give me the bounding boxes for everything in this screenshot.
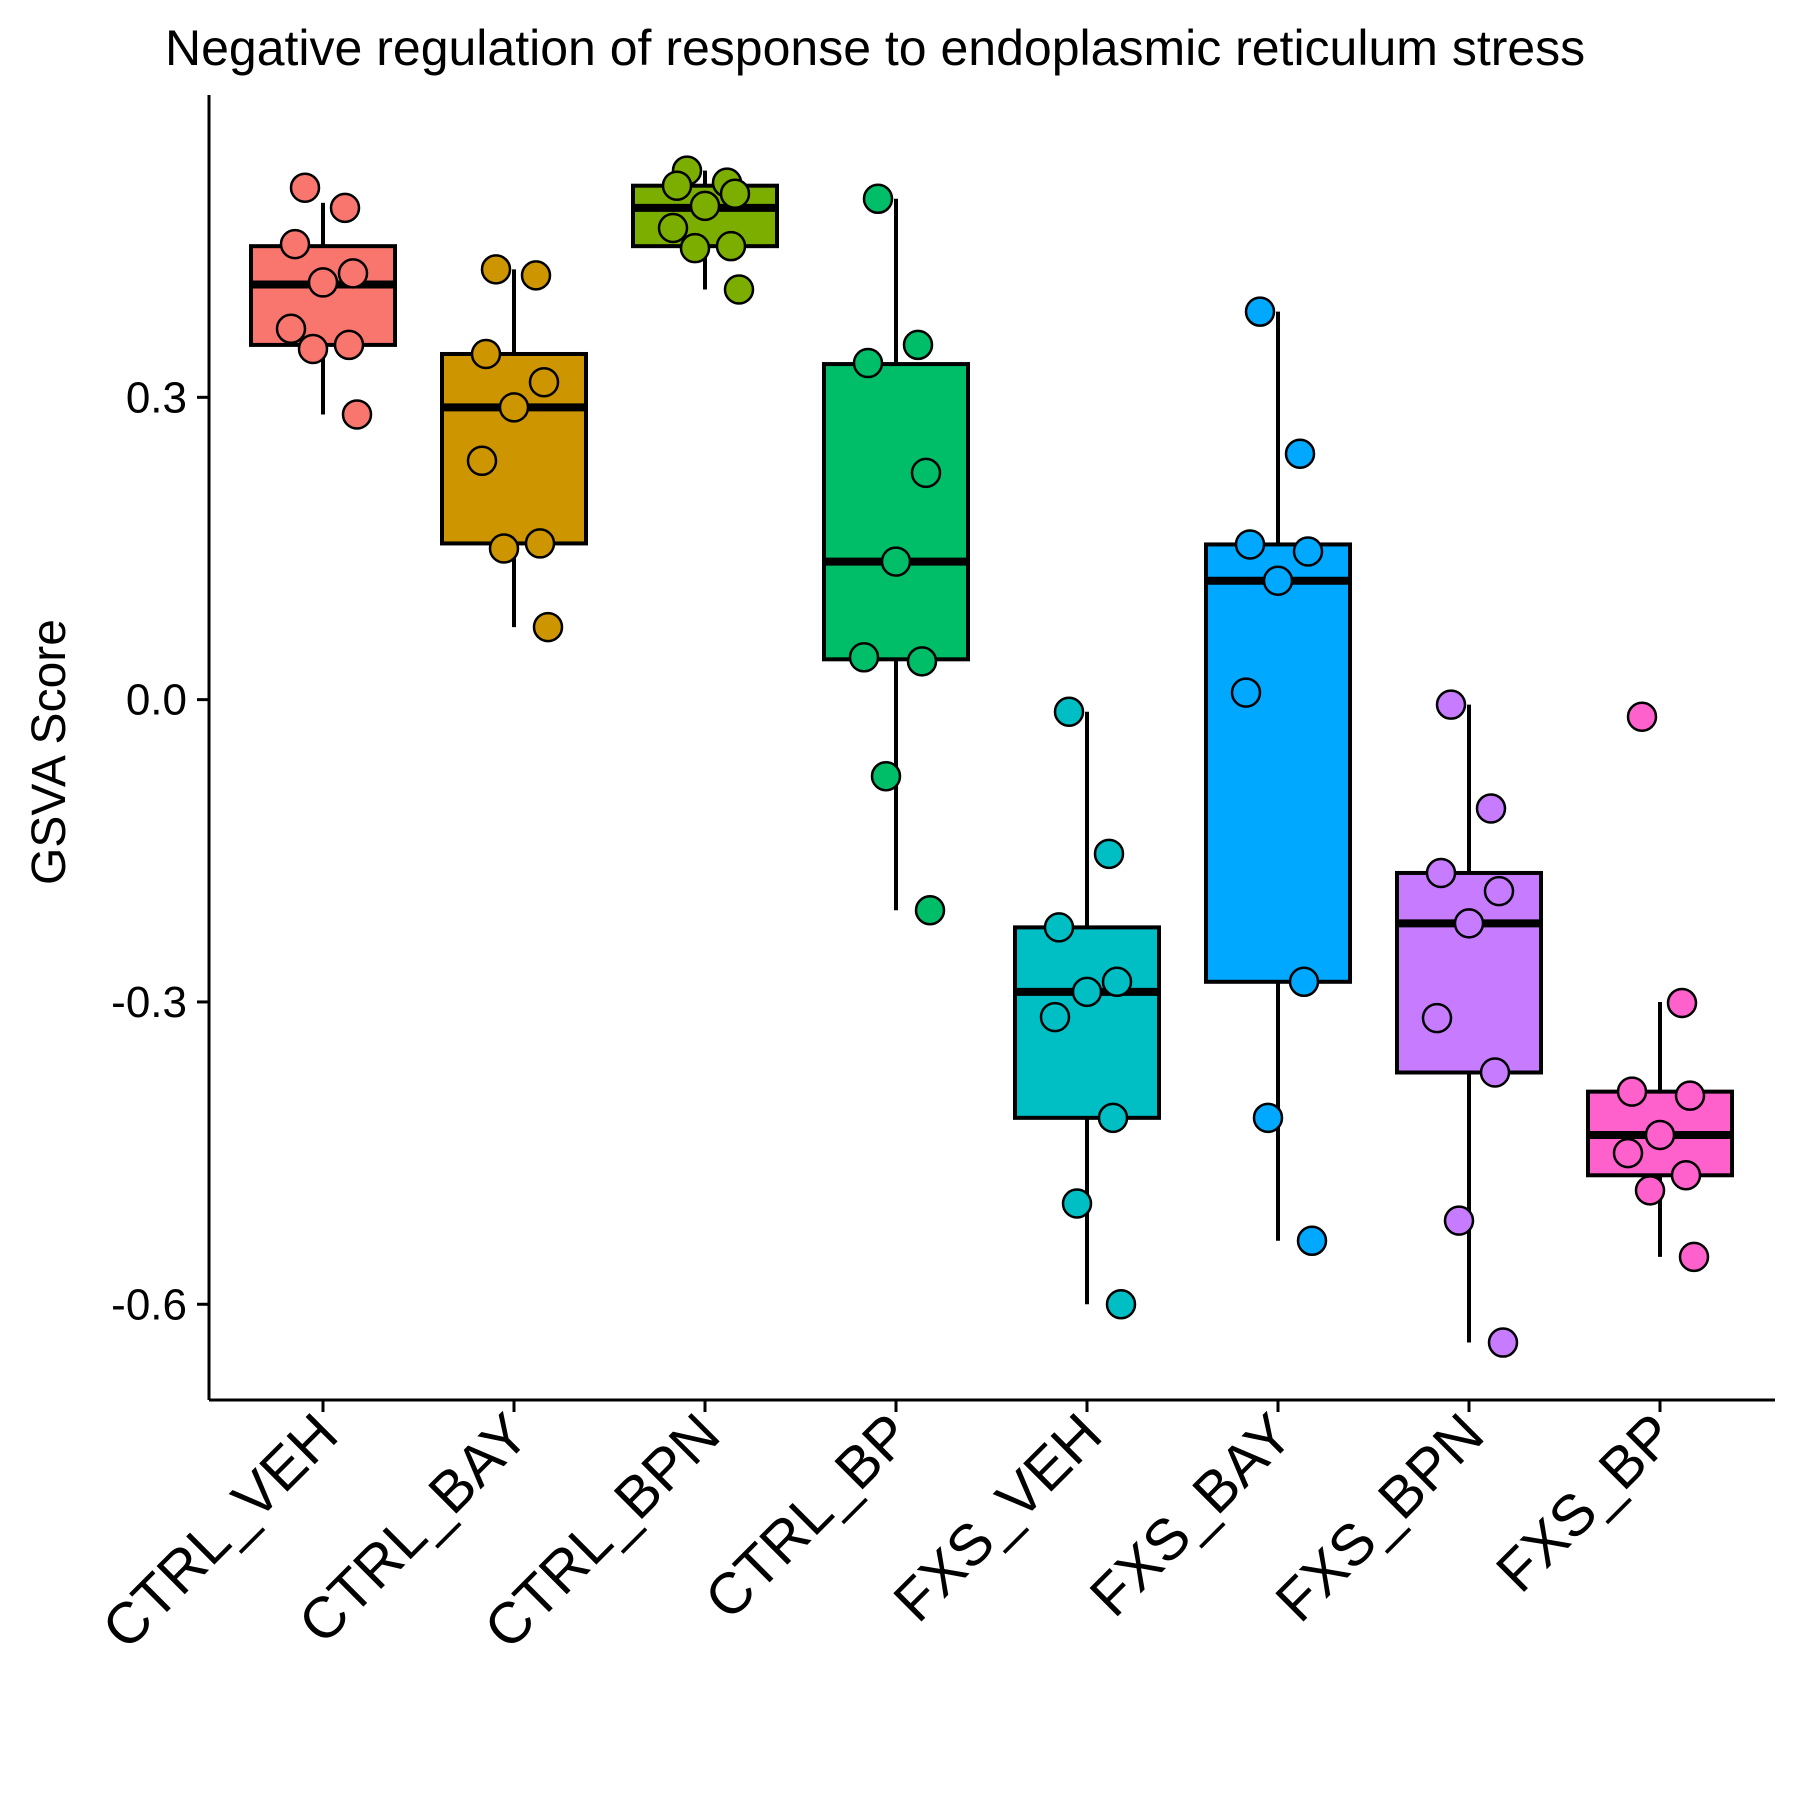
box-group-ctrl-bay [440, 254, 588, 643]
data-point [1475, 793, 1507, 824]
data-point [1061, 1188, 1093, 1219]
data-point [1230, 677, 1262, 708]
data-point [275, 313, 307, 345]
x-tick-label: FXS_BPN [1263, 1401, 1496, 1634]
data-point [1644, 1119, 1676, 1151]
data-point [1234, 529, 1266, 560]
x-tick-label: FXS_BP [1484, 1401, 1687, 1604]
data-point [1634, 1175, 1666, 1206]
data-point [657, 212, 689, 244]
box-iqr [1013, 925, 1161, 1120]
data-point [1093, 838, 1125, 870]
data-point [902, 329, 934, 361]
data-point [1443, 1205, 1475, 1236]
data-point [1678, 1241, 1710, 1273]
data-point [333, 329, 365, 361]
box-group-fxs-veh [1013, 696, 1161, 1320]
data-point [1666, 987, 1698, 1019]
data-point [1487, 1327, 1519, 1358]
data-point [520, 260, 552, 291]
data-point [852, 347, 884, 379]
data-point [1453, 908, 1485, 939]
box-group-fxs-bay [1204, 296, 1352, 1257]
data-point [1421, 1002, 1453, 1034]
data-point [1425, 857, 1457, 889]
data-point [341, 399, 373, 430]
data-point [862, 183, 894, 215]
data-point [723, 274, 755, 305]
data-point [1674, 1080, 1706, 1111]
x-tick-label: FXS_VEH [881, 1401, 1114, 1634]
data-point [1039, 1001, 1071, 1033]
box-iqr [822, 362, 970, 662]
data-point [1292, 536, 1324, 567]
data-point [1053, 696, 1085, 727]
data-point [1612, 1137, 1644, 1169]
data-point [329, 192, 361, 224]
box-group-ctrl-bpn [631, 155, 779, 305]
box-iqr [1395, 870, 1543, 1075]
data-point [679, 232, 711, 264]
data-point [880, 546, 912, 577]
data-point [719, 178, 751, 210]
data-point [1105, 1289, 1137, 1320]
data-point [1101, 966, 1133, 998]
data-point [1252, 1102, 1284, 1134]
data-point [289, 172, 321, 203]
y-tick-label: -0.6 [111, 1280, 187, 1329]
data-point [524, 528, 556, 559]
box-iqr [1204, 542, 1352, 984]
data-point [470, 338, 502, 370]
box-group-fxs-bp [1586, 701, 1734, 1273]
data-point [689, 190, 721, 222]
data-point [337, 258, 369, 289]
data-point [870, 760, 902, 792]
data-point [1071, 976, 1103, 1008]
data-point [1483, 875, 1515, 907]
plot-area: 0.30.0-0.3-0.6CTRL_VEHCTRL_BAYCTRL_BPNCT… [90, 95, 1775, 1661]
box-group-ctrl-veh [249, 172, 397, 430]
data-point [661, 170, 693, 201]
data-point [1296, 1225, 1328, 1257]
data-point [1479, 1057, 1511, 1088]
data-point [1670, 1160, 1702, 1191]
data-point [532, 611, 564, 643]
data-point [1284, 438, 1316, 469]
data-point [1043, 912, 1075, 943]
y-tick-label: 0.3 [126, 373, 187, 422]
data-point [279, 228, 311, 260]
data-point [1097, 1102, 1129, 1134]
data-point [488, 533, 520, 564]
box-group-fxs-bpn [1395, 689, 1543, 1358]
y-tick-label: 0.0 [126, 676, 187, 725]
data-point [1616, 1076, 1648, 1107]
data-point [498, 392, 530, 423]
y-tick-label: -0.3 [111, 978, 187, 1027]
data-point [910, 457, 942, 489]
data-point [480, 254, 512, 285]
data-point [307, 267, 339, 298]
data-point [1626, 701, 1658, 733]
chart-title: Negative regulation of response to endop… [165, 20, 1585, 76]
x-tick-label: CTRL_BP [693, 1401, 924, 1632]
box-iqr [440, 351, 588, 546]
y-axis-title: GSVA Score [23, 619, 76, 885]
data-point [848, 642, 880, 673]
data-point [715, 230, 747, 262]
data-point [1244, 296, 1276, 327]
box-group-ctrl-bp [822, 183, 970, 926]
data-point [914, 894, 946, 926]
data-point [1262, 565, 1294, 596]
data-point [297, 333, 329, 365]
data-point [528, 366, 560, 398]
data-point [466, 445, 498, 477]
data-point [1288, 966, 1320, 998]
data-point [906, 646, 938, 677]
data-point [1435, 689, 1467, 720]
